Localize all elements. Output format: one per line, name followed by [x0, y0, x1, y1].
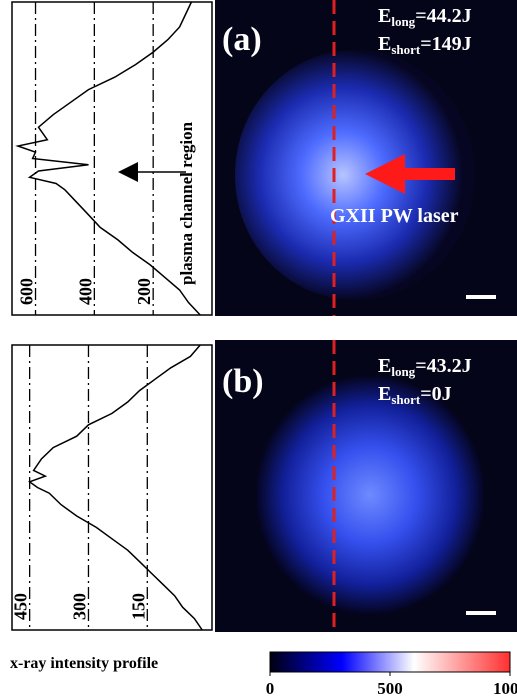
colorbar-tick-label: 0 — [266, 679, 275, 698]
colorbar-tick-label: 1000 — [493, 679, 517, 698]
x-tick-label: 200 — [134, 278, 154, 305]
scale-bar — [466, 295, 496, 299]
profile-label: x-ray intensity profile — [10, 655, 158, 672]
annotation-arrow-head — [118, 162, 138, 182]
colorbar-tick-label: 500 — [377, 679, 403, 698]
panel-label: (a) — [222, 21, 262, 58]
subscript: long — [391, 14, 415, 29]
symbol: E — [378, 33, 391, 55]
symbol: E — [378, 5, 391, 27]
colorbar — [269, 651, 511, 673]
value: =44.2J — [415, 5, 471, 27]
energy-short: Eshort=0J — [378, 383, 452, 407]
laser-label: GXII PW laser — [330, 205, 459, 227]
panel-label: (b) — [222, 363, 264, 400]
subscript: long — [391, 364, 415, 379]
xray-blob — [255, 375, 485, 615]
energy-long: Elong=43.2J — [378, 355, 472, 379]
x-tick-label: 150 — [128, 593, 148, 620]
value: =0J — [420, 383, 451, 405]
x-tick-label: 400 — [75, 278, 95, 305]
x-tick-label: 600 — [17, 278, 37, 305]
xray-blob — [235, 50, 475, 300]
annotation: plasma channel region — [177, 121, 196, 285]
scale-bar — [466, 611, 496, 615]
value: =43.2J — [415, 355, 471, 377]
profile-line — [15, 1, 201, 316]
x-tick-label: 450 — [11, 593, 31, 620]
energy-long: Elong=44.2J — [378, 5, 472, 29]
energy-short: Eshort=149J — [378, 33, 472, 57]
value: =149J — [420, 33, 471, 55]
plot-frame — [11, 1, 213, 316]
profile-line — [28, 344, 203, 631]
plot-frame — [11, 344, 213, 631]
subscript: short — [391, 392, 421, 407]
symbol: E — [378, 383, 391, 405]
x-tick-label: 300 — [69, 593, 89, 620]
subscript: short — [391, 42, 421, 57]
laser-arrow-head — [365, 154, 405, 194]
symbol: E — [378, 355, 391, 377]
